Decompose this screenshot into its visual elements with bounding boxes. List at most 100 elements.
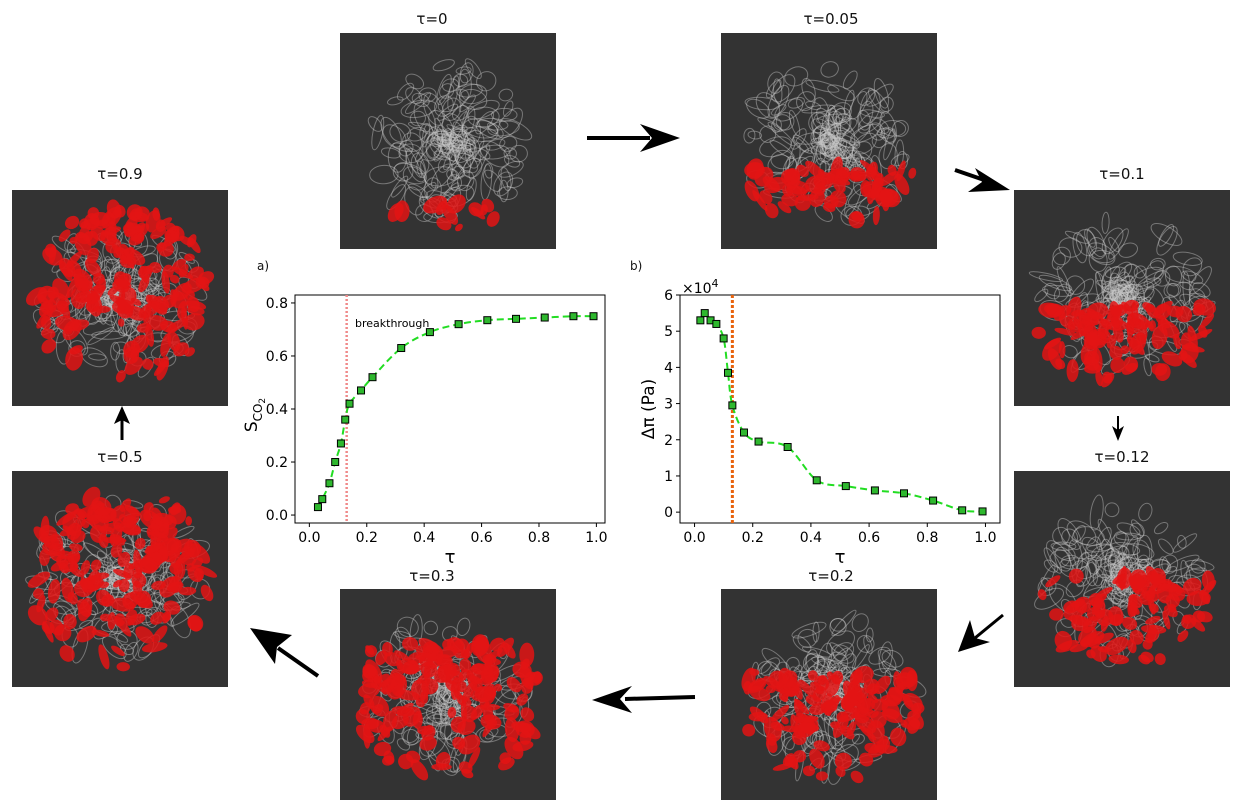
snapshot-label-t005: τ=0.05 <box>803 10 859 28</box>
snapshot-image-t005 <box>721 33 937 249</box>
co2-phase <box>355 634 543 781</box>
data-point <box>754 437 763 446</box>
data-point <box>397 344 406 353</box>
y-tick-label: 0.8 <box>266 296 288 312</box>
snapshot-image-t0 <box>340 33 556 249</box>
snapshot-image-t02 <box>721 589 937 800</box>
data-point <box>357 386 366 395</box>
snapshot-label-t09: τ=0.9 <box>97 165 143 183</box>
data-point <box>313 503 322 512</box>
data-point <box>336 439 345 448</box>
snapshot-label-t0: τ=0 <box>416 10 448 28</box>
data-point <box>700 309 709 318</box>
co2-phase <box>744 156 917 229</box>
snapshot-image-t01 <box>1014 190 1230 406</box>
breakthrough-annotation: breakthrough <box>355 317 429 330</box>
data-point <box>978 507 987 516</box>
data-point <box>540 313 549 322</box>
x-axis-label: τ <box>445 547 456 568</box>
chart-b-pressure: 0.0 0.2 0.4 0.6 0.8 1.0 0 1 2 3 4 5 6 τ Δπ (Pa) ×104 <box>639 277 1001 568</box>
y-tick-label: 5 <box>664 324 673 340</box>
snapshot-label-t012: τ=0.12 <box>1094 448 1150 466</box>
plot-frame <box>294 294 606 524</box>
snapshot-image-t03 <box>340 589 556 800</box>
data-point <box>841 482 850 491</box>
y-tick-label: 0.2 <box>266 455 288 471</box>
snapshot-image-t09 <box>12 190 228 406</box>
x-tick-label: 0.8 <box>528 530 550 546</box>
y-tick-label: 4 <box>664 360 673 376</box>
porous-matrix <box>367 58 533 224</box>
x-tick-label: 0.4 <box>800 530 822 546</box>
x-tick-label: 0.2 <box>742 530 764 546</box>
co2-phase <box>1031 296 1217 388</box>
panel-b-label: b) <box>630 259 643 273</box>
data-point <box>425 328 434 337</box>
data-point <box>900 489 908 498</box>
co2-phase <box>1037 565 1217 666</box>
y-axis-label: Δπ (Pa) <box>639 379 659 439</box>
data-point <box>483 316 492 325</box>
data-point <box>696 316 705 325</box>
x-tick-label: 0.6 <box>858 530 880 546</box>
snapshot-label-t03: τ=0.3 <box>409 567 455 585</box>
y-tick-label: 2 <box>664 433 673 449</box>
chart-a-saturation: 0.0 0.2 0.4 0.6 0.8 1.0 0.0 0.2 0.4 0.6 0.8 τ SCO2 br… <box>242 294 608 568</box>
data-point <box>368 373 377 382</box>
data-point <box>724 368 732 377</box>
arrow-down-right-side <box>1112 416 1124 441</box>
snapshot-image-t05 <box>12 471 228 687</box>
arrow-up-left-side <box>114 406 130 440</box>
data-point <box>958 506 967 515</box>
co2-phase <box>387 194 500 232</box>
arrow-right-top <box>587 124 680 152</box>
co2-phase <box>741 665 925 784</box>
arrow-up-left <box>250 628 320 678</box>
arrow-down-right <box>954 168 1010 192</box>
data-point <box>740 428 748 437</box>
data-point <box>331 458 340 467</box>
data-point <box>712 319 721 328</box>
snapshot-label-t02: τ=0.2 <box>808 567 854 585</box>
data-point <box>589 312 598 321</box>
data-point <box>929 496 938 505</box>
data-point <box>719 334 728 343</box>
y-tick-label: 3 <box>664 397 673 413</box>
y-tick-label: 0.4 <box>266 402 288 418</box>
y-tick-label: 0.6 <box>266 349 288 365</box>
x-tick-label: 0.2 <box>356 530 378 546</box>
data-point <box>318 495 327 504</box>
data-point <box>345 399 354 408</box>
plot-frame <box>679 294 1001 524</box>
co2-phase <box>27 486 218 672</box>
x-tick-label: 1.0 <box>974 530 996 546</box>
data-point <box>325 479 334 488</box>
data-point <box>569 312 578 321</box>
x-tick-label: 0.0 <box>683 530 705 546</box>
data-point <box>454 320 463 329</box>
snapshot-label-t01: τ=0.1 <box>1099 165 1145 183</box>
snapshot-image-t012 <box>1014 471 1230 687</box>
data-point <box>728 401 737 410</box>
data-point <box>341 415 350 424</box>
data-point <box>870 486 879 495</box>
x-tick-label: 0.8 <box>916 530 938 546</box>
x-tick-label: 0.0 <box>298 530 320 546</box>
y-tick-label: 1 <box>664 469 673 485</box>
co2-phase <box>25 199 215 383</box>
data-point <box>783 443 792 451</box>
y-tick-label: 0 <box>664 505 673 521</box>
x-axis-label: τ <box>835 547 846 568</box>
arrow-down-left <box>958 613 1004 652</box>
x-tick-label: 0.4 <box>413 530 435 546</box>
y-tick-label: 0.0 <box>266 508 288 524</box>
data-point <box>812 476 821 485</box>
data-point <box>512 314 521 323</box>
panel-a-label: a) <box>257 259 270 273</box>
y-multiplier: ×104 <box>682 277 719 297</box>
x-tick-label: 0.6 <box>470 530 492 546</box>
arrow-left-bottom <box>592 686 696 713</box>
x-tick-label: 1.0 <box>585 530 607 546</box>
snapshot-label-t05: τ=0.5 <box>97 448 143 466</box>
y-axis-label: SCO2 <box>242 398 268 432</box>
